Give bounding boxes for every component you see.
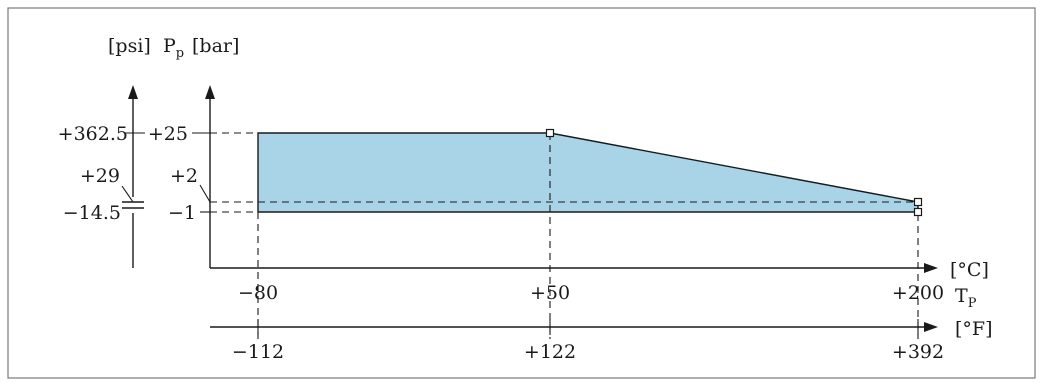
corner-marker-0	[545, 128, 555, 138]
bar-axis-unit-label: [bar]	[192, 35, 239, 57]
fahrenheit-tick-label: −112	[232, 341, 284, 363]
temperature-symbol: T	[955, 285, 968, 307]
corner-marker-1	[913, 197, 923, 207]
corner-marker-2	[913, 207, 923, 217]
pressure-axis-symbol: Pp	[163, 35, 184, 61]
bar-tick-label: +25	[148, 123, 188, 145]
psi-tick-label: −14.5	[63, 202, 121, 224]
psi-axis-unit-label: [psi]	[108, 35, 151, 57]
fahrenheit-tick-label: +122	[524, 341, 576, 363]
psi-tick-label: +29	[80, 165, 120, 187]
celsius-tick-label: +50	[530, 282, 570, 304]
fahrenheit-tick-label: +392	[892, 341, 944, 363]
bar-tick-label: −1	[168, 202, 196, 224]
fahrenheit-axis-unit-label: [°F]	[955, 318, 993, 340]
bar-tick-label: +2	[170, 165, 198, 187]
celsius-axis-arrowhead	[924, 263, 938, 273]
psi-tick-leader-29	[121, 185, 134, 203]
temperature-subscript: P	[968, 296, 977, 311]
psi-tick-label: +362.5	[58, 123, 128, 145]
pressure-symbol: P	[163, 35, 176, 57]
bar-tick-leader-2	[199, 184, 211, 203]
celsius-axis-unit-label: [°C]	[950, 259, 989, 281]
psi-axis-arrowhead	[128, 85, 138, 99]
fahrenheit-axis-arrowhead	[924, 322, 938, 332]
temperature-axis-symbol: TP	[955, 285, 977, 311]
celsius-tick-label: −80	[238, 282, 278, 304]
bar-axis-arrowhead	[205, 85, 215, 99]
celsius-tick-label: +200	[892, 282, 944, 304]
pressure-subscript: p	[176, 46, 184, 61]
